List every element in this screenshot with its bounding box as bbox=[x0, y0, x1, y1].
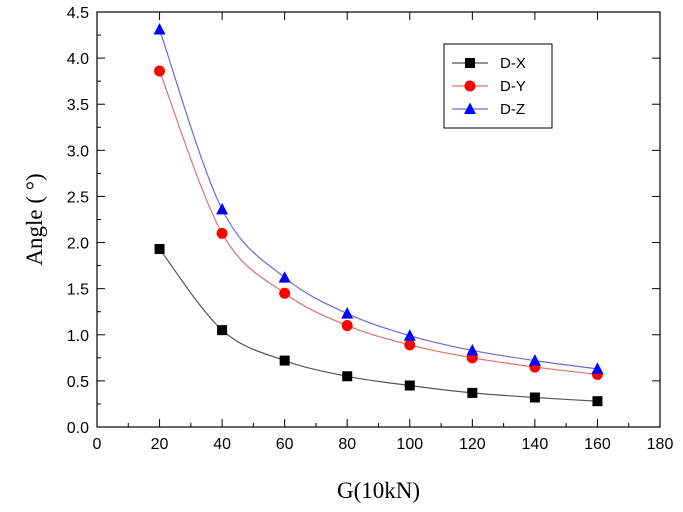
y-axis-title: Angle ( °) bbox=[22, 173, 47, 265]
y-tick-label: 4.5 bbox=[67, 5, 89, 22]
data-point-d-x bbox=[467, 387, 478, 398]
data-point-d-z bbox=[278, 271, 291, 283]
data-point-d-y bbox=[279, 287, 291, 299]
data-point-d-x bbox=[592, 396, 603, 407]
legend-label-d-y: D-Y bbox=[500, 78, 526, 95]
y-tick-label: 0.0 bbox=[67, 420, 89, 437]
data-point-d-y bbox=[154, 65, 166, 77]
data-point-d-x bbox=[217, 325, 228, 336]
x-tick-label: 20 bbox=[151, 436, 169, 453]
legend-label-d-x: D-X bbox=[500, 55, 526, 72]
x-axis-ticks: 0 20 40 60 80 100 120 140 160 180 bbox=[93, 12, 674, 453]
x-tick-label: 140 bbox=[522, 436, 549, 453]
series-line-d-x bbox=[159, 248, 598, 402]
y-tick-label: 1.0 bbox=[67, 328, 89, 345]
data-point-d-z bbox=[528, 354, 541, 366]
data-point-d-x bbox=[279, 355, 290, 366]
series-layer bbox=[153, 23, 604, 407]
legend: D-X D-Y D-Z bbox=[443, 43, 553, 129]
x-tick-label: 180 bbox=[647, 436, 674, 453]
data-point-d-x bbox=[404, 380, 415, 391]
y-tick-label: 2.5 bbox=[67, 189, 89, 206]
data-point-d-x bbox=[154, 244, 165, 255]
legend-marker-d-x bbox=[465, 58, 475, 68]
plot-frame bbox=[96, 11, 661, 428]
data-point-d-z bbox=[403, 329, 416, 341]
data-point-d-x bbox=[342, 371, 353, 382]
series-d-x bbox=[154, 244, 603, 407]
data-point-d-y bbox=[404, 339, 416, 351]
x-axis-title: G(10kN) bbox=[337, 478, 420, 503]
y-tick-label: 3.0 bbox=[67, 143, 89, 160]
data-point-d-x bbox=[529, 392, 540, 403]
data-point-d-y bbox=[341, 320, 353, 332]
data-point-d-z bbox=[591, 362, 604, 374]
y-axis-ticks: 0.0 0.5 1.0 1.5 2.0 2.5 3.0 3.5 4.0 4.5 bbox=[67, 5, 660, 437]
data-point-d-z bbox=[216, 202, 229, 215]
data-point-d-y bbox=[216, 227, 228, 239]
x-tick-label: 160 bbox=[584, 436, 611, 453]
y-tick-label: 1.5 bbox=[67, 282, 89, 299]
y-tick-label: 0.5 bbox=[67, 374, 89, 391]
data-point-d-z bbox=[466, 343, 479, 356]
legend-marker-d-y bbox=[464, 80, 476, 92]
y-tick-label: 3.5 bbox=[67, 97, 89, 114]
series-d-z bbox=[153, 23, 604, 374]
data-point-d-z bbox=[153, 23, 166, 35]
y-tick-label: 4.0 bbox=[67, 51, 89, 68]
x-tick-label: 100 bbox=[396, 436, 423, 453]
y-tick-label: 2.0 bbox=[67, 236, 89, 253]
legend-marker-d-z bbox=[464, 102, 476, 114]
legend-label-d-z: D-Z bbox=[500, 101, 525, 118]
x-tick-label: 120 bbox=[459, 436, 486, 453]
x-tick-label: 40 bbox=[213, 436, 231, 453]
x-tick-label: 80 bbox=[338, 436, 356, 453]
x-tick-label: 60 bbox=[276, 436, 294, 453]
data-point-d-z bbox=[341, 307, 354, 319]
x-tick-label: 0 bbox=[93, 436, 102, 453]
